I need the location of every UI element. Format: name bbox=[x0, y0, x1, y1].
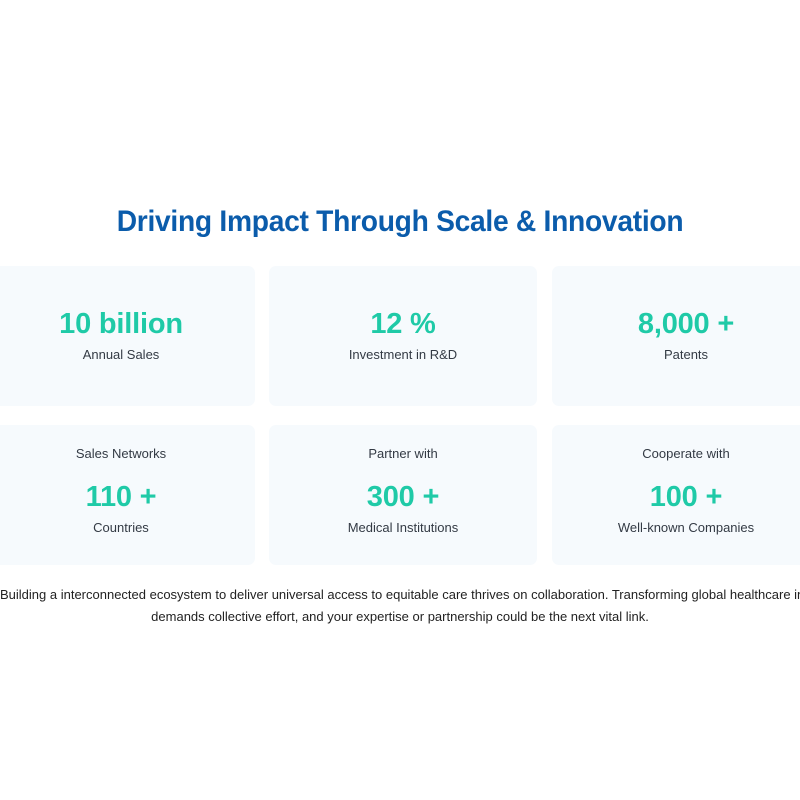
stat-value: 100 + bbox=[649, 481, 723, 513]
stat-label: Countries bbox=[93, 520, 149, 535]
stat-top-label: Cooperate with bbox=[642, 446, 730, 461]
stat-card-sales-networks: Sales Networks 110 + Countries bbox=[0, 425, 255, 565]
stat-value: 8,000 + bbox=[637, 308, 735, 340]
stat-top-label: Sales Networks bbox=[75, 446, 167, 461]
description-line-1: Building a interconnected ecosystem to d… bbox=[0, 587, 800, 602]
stat-label: Annual Sales bbox=[82, 347, 160, 362]
stat-card-annual-sales: 10 billion Annual Sales bbox=[0, 266, 255, 406]
stat-label: Investment in R&D bbox=[348, 347, 458, 362]
stat-label: Patents bbox=[663, 347, 709, 362]
stat-value: 300 + bbox=[366, 481, 440, 513]
section-heading: Driving Impact Through Scale & Innovatio… bbox=[116, 205, 684, 238]
stat-top-label: Partner with bbox=[368, 446, 438, 461]
stat-card-companies: Cooperate with 100 + Well-known Companie… bbox=[552, 425, 800, 565]
stat-value: 110 + bbox=[85, 481, 157, 513]
section-description: Building a interconnected ecosystem to d… bbox=[0, 584, 800, 628]
stat-label: Medical Institutions bbox=[347, 520, 459, 535]
stat-card-patents: 8,000 + Patents bbox=[552, 266, 800, 406]
description-line-2: demands collective effort, and your expe… bbox=[151, 609, 649, 624]
stat-value: 12 % bbox=[370, 308, 436, 340]
stat-value: 10 billion bbox=[59, 308, 183, 340]
stat-card-medical-partners: Partner with 300 + Medical Institutions bbox=[269, 425, 537, 565]
stat-card-rd-investment: 12 % Investment in R&D bbox=[269, 266, 537, 406]
stat-label: Well-known Companies bbox=[617, 520, 755, 535]
